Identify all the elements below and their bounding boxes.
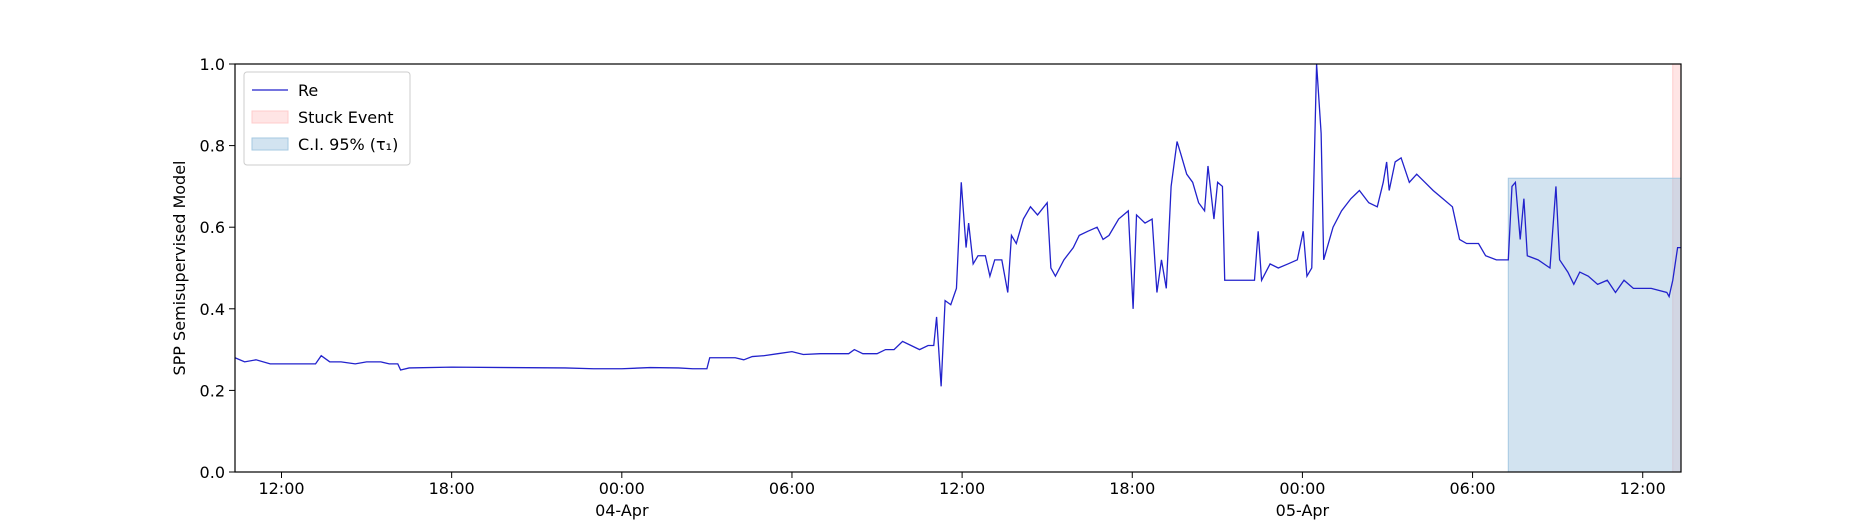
x-tick-label: 00:00 04-Apr 1900	[595, 479, 649, 525]
legend-swatch	[251, 110, 289, 124]
axes-frame	[234, 63, 1682, 473]
y-tick-label: 0.6	[200, 218, 225, 237]
plot-area	[234, 63, 1682, 473]
x-tick-label: 00:00 05-Apr	[1275, 479, 1330, 520]
x-tick-label: 06:00	[1449, 479, 1496, 498]
x-tick-label: 12:00	[1619, 479, 1666, 498]
legend: Re Stuck Event C.I. 95% (τ₁)	[243, 71, 411, 166]
data-line	[234, 63, 1681, 387]
x-tick-label: 18:00	[428, 479, 475, 498]
y-tick-label: 0.8	[200, 137, 225, 156]
y-tick-label: 0.0	[200, 463, 225, 482]
y-tick-label: 1.0	[200, 55, 225, 74]
x-tick-label: 18:00	[1109, 479, 1156, 498]
x-tick-label: 06:00	[768, 479, 815, 498]
x-tick-label: 12:00	[258, 479, 305, 498]
legend-label: Re	[298, 81, 318, 100]
y-axis-label: SPP Semisupervised Model	[170, 161, 189, 376]
y-tick-label: 0.2	[200, 381, 225, 400]
x-tick-label: 12:00	[939, 479, 986, 498]
legend-label: C.I. 95% (τ₁)	[298, 135, 398, 154]
legend-label: Stuck Event	[298, 108, 394, 127]
shaded-region	[1507, 177, 1682, 473]
legend-swatch	[251, 137, 289, 151]
y-tick-label: 0.4	[200, 300, 225, 319]
